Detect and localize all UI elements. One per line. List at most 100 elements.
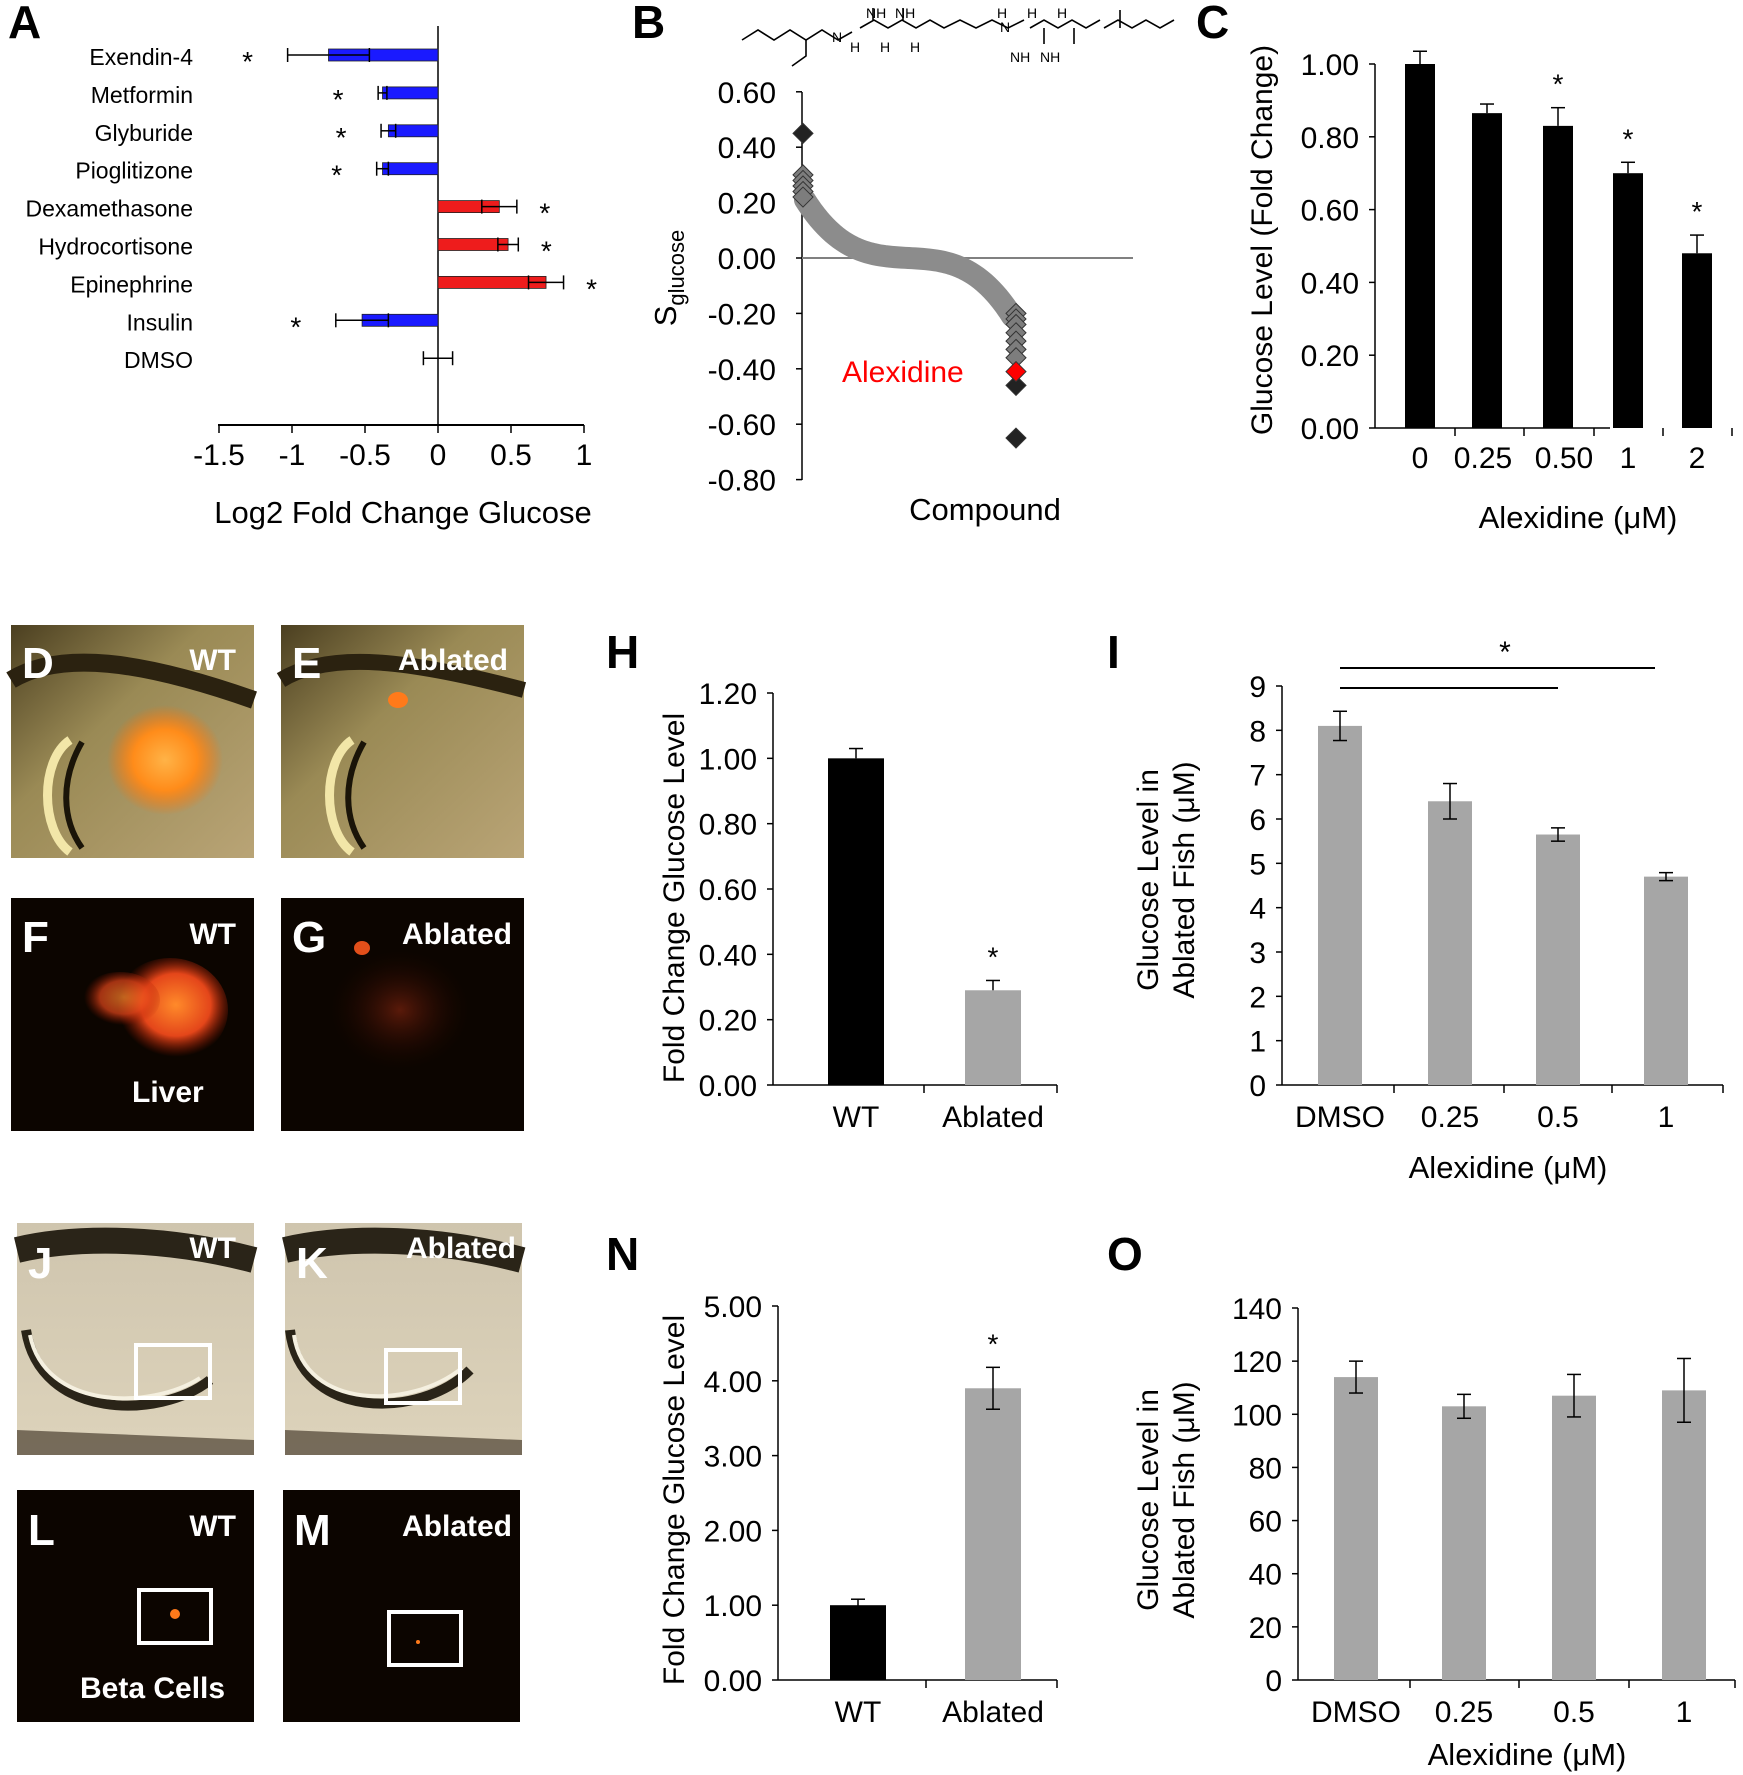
- a-category-label: Metformin: [91, 82, 193, 108]
- i-y-tick-label: 9: [1249, 671, 1266, 704]
- b-y-tick-label: 0.20: [718, 188, 776, 221]
- h-y-tick-label: 0.20: [699, 1005, 757, 1038]
- h-y-tick-label: 0.60: [699, 874, 757, 907]
- a-significance-star: *: [242, 46, 253, 77]
- b-y-tick-label: -0.40: [708, 354, 776, 387]
- b-x-axis-title: Compound: [909, 492, 1061, 527]
- atom-nh-3: NH: [1010, 49, 1030, 65]
- a-category-label: Dexamethasone: [26, 196, 194, 222]
- o-x-tick-label: 1: [1676, 1696, 1693, 1729]
- n-bar: [830, 1605, 886, 1680]
- i-y-tick-label: 1: [1249, 1026, 1266, 1059]
- i-y-tick-label: 3: [1249, 937, 1266, 970]
- panel-n-chart: * WT Ablated 0.00 1.00 2.00 3.00 4.00 5.00 Fold…: [658, 1291, 1058, 1729]
- micro-l-letter: L: [28, 1506, 55, 1555]
- o-y-tick-label: 120: [1232, 1346, 1282, 1379]
- h-y-tick-label: 0.00: [699, 1070, 757, 1103]
- micro-g-letter: G: [292, 913, 326, 962]
- a-significance-star: *: [290, 311, 301, 342]
- a-bar: [382, 86, 439, 100]
- a-category-label: Exendin-4: [89, 44, 193, 70]
- n-y-tick-label: 5.00: [704, 1291, 762, 1324]
- o-bar: [1662, 1390, 1706, 1680]
- i-y-title-line1: Glucose Level in: [1132, 769, 1165, 991]
- n-x-tick-label: WT: [835, 1696, 882, 1729]
- structure-atom-labels: NH NH H H H N N H H H NH NH: [832, 5, 1067, 65]
- n-y-tick-label: 4.00: [704, 1366, 762, 1399]
- c-y-axis-title: Glucose Level (Fold Change): [1246, 45, 1279, 435]
- c-significance-star: *: [1692, 196, 1703, 227]
- b-data-point: [1005, 427, 1027, 449]
- micrograph-k: K Ablated: [282, 1223, 526, 1455]
- a-category-label: DMSO: [124, 347, 193, 373]
- i-x-axis-title: Alexidine (μM): [1409, 1150, 1608, 1185]
- b-y-tick-label: 0.40: [718, 132, 776, 165]
- micrograph-g: G Ablated: [281, 898, 524, 1131]
- o-y-title-line2: Ablated Fish (μM): [1168, 1381, 1201, 1618]
- n-y-axis-title: Fold Change Glucose Level: [658, 1315, 691, 1685]
- a-bar: [382, 162, 439, 176]
- atom-nh-2: NH: [895, 5, 915, 21]
- micro-l-tag: WT: [189, 1510, 236, 1543]
- o-y-tick-label: 140: [1232, 1293, 1282, 1326]
- o-bar: [1334, 1377, 1378, 1680]
- b-y-tick-label: 0.00: [718, 243, 776, 276]
- n-y-tick-label: 3.00: [704, 1441, 762, 1474]
- i-y-axis-title: Glucose Level in Ablated Fish (μM): [1132, 761, 1201, 998]
- micro-f-tag: WT: [189, 918, 236, 951]
- panel-label-o: O: [1107, 1228, 1143, 1280]
- c-bar: [1405, 64, 1435, 428]
- atom-nh-1: NH: [866, 5, 886, 21]
- i-y-tick-label: 8: [1249, 715, 1266, 748]
- c-x-tick-label: 0.50: [1535, 442, 1593, 475]
- c-significance-star: *: [1553, 69, 1564, 100]
- b-score-curve: [794, 188, 1023, 328]
- o-x-axis-title: Alexidine (μM): [1428, 1737, 1627, 1772]
- c-y-tick-label: 0.00: [1301, 413, 1359, 446]
- micro-m-letter: M: [294, 1506, 331, 1555]
- b-data-point: [792, 122, 814, 145]
- b-highlight-point: [1005, 360, 1027, 383]
- c-bar: [1472, 113, 1502, 428]
- h-x-tick-label: WT: [833, 1101, 880, 1134]
- c-bar: [1543, 125, 1573, 428]
- micro-e-letter: E: [292, 639, 321, 688]
- c-x-tick-label: 0: [1412, 442, 1429, 475]
- atom-n-1: N: [832, 29, 842, 45]
- o-y-title-line1: Glucose Level in: [1132, 1389, 1165, 1611]
- i-x-tick-label: 0.5: [1537, 1101, 1579, 1134]
- c-y-tick-label: 0.80: [1301, 122, 1359, 155]
- h-bar: [965, 990, 1021, 1085]
- b-y-tick-label: -0.60: [708, 409, 776, 442]
- atom-h-6: H: [1057, 5, 1067, 21]
- micrograph-f: F WT Liver: [11, 898, 254, 1131]
- micro-j-letter: J: [28, 1239, 52, 1288]
- micro-e-tag: Ablated: [398, 644, 508, 677]
- panel-label-a: A: [8, 0, 41, 48]
- micro-k-tag: Ablated: [406, 1232, 516, 1265]
- h-y-tick-label: 1.00: [699, 743, 757, 776]
- a-x-tick-label: 0: [430, 439, 447, 472]
- micro-m-tag: Ablated: [402, 1510, 512, 1543]
- panel-label-h: H: [606, 626, 639, 678]
- b-data-point: [792, 186, 814, 208]
- a-significance-star: *: [333, 84, 344, 115]
- panel-a-chart: Exendin-4 * Metformin * Glyburide * Pioglitizo…: [26, 26, 597, 530]
- i-y-tick-label: 5: [1249, 848, 1266, 881]
- panel-label-c: C: [1196, 0, 1229, 48]
- b-y-tick-label: 0.60: [718, 77, 776, 110]
- o-y-tick-label: 40: [1249, 1559, 1282, 1592]
- n-significance-star: *: [988, 1328, 999, 1359]
- c-y-tick-label: 0.20: [1301, 340, 1359, 373]
- b-y-axis-title: Sglucose: [648, 230, 689, 327]
- panel-labels: A B C H I N O: [8, 0, 1229, 1280]
- a-x-tick-label: -1.5: [193, 439, 245, 472]
- h-y-tick-label: 1.20: [699, 678, 757, 711]
- n-y-tick-label: 1.00: [704, 1590, 762, 1623]
- b-y-title-main: S: [648, 306, 683, 327]
- o-x-tick-label: 0.25: [1435, 1696, 1493, 1729]
- b-data-point: [1005, 374, 1027, 397]
- o-y-tick-label: 60: [1249, 1506, 1282, 1539]
- b-highlight-label: Alexidine: [842, 356, 964, 389]
